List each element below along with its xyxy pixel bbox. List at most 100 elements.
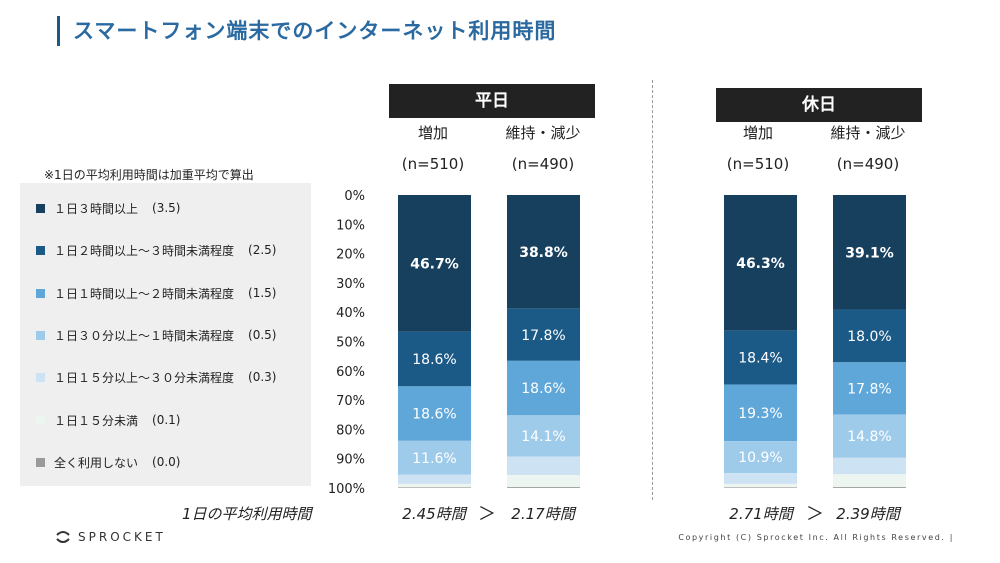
legend-item: １日３時間以上 (3.5) [36,199,180,217]
bar-segment [507,415,580,457]
average-value: 2.17時間 [511,505,575,523]
greater-than-sign: ＞ [806,504,824,525]
y-tick-label: 70% [336,394,365,409]
data-label: 46.7% [410,256,459,272]
column-label: 維持・減少 [505,124,581,142]
column-n: (n=490) [511,155,575,173]
data-label: 18.0% [847,329,891,345]
data-label: 17.8% [847,381,891,397]
bar-segment [398,440,471,475]
page-title: スマートフォン端末でのインターネット利用時間 [73,19,557,43]
y-tick-label: 30% [336,277,365,292]
data-label: 18.6% [412,352,456,368]
data-label: 18.4% [738,351,782,367]
bar-segment [398,195,471,332]
bar-segment [507,456,580,476]
average-value: 2.39時間 [836,505,900,523]
legend-label: １日１５分未満 [54,413,139,428]
bar-segment [398,386,471,441]
data-label: 46.3% [736,256,785,272]
legend-label: １日３０分以上～１時間未満程度 [54,328,235,343]
copyright-text: Copyright (C) Sprocket Inc. All Rights R… [678,533,954,542]
legend-label: 全く利用しない [54,455,139,470]
sprocket-logo-icon [56,531,70,543]
bar-segment [833,414,906,458]
logo-text: SPROCKET [78,530,166,544]
legend-weight: (0.1) [152,413,181,427]
bar-segment [398,474,471,484]
bar-segment [398,331,471,387]
column-n: (n=510) [401,155,465,173]
legend-item: １日１時間以上～２時間未満程度 (1.5) [36,284,276,302]
legend-weight: (3.5) [152,201,181,215]
bar-segment [724,441,797,474]
legend-weight: (0.0) [152,455,181,469]
weekday-header: 平日 [389,84,595,118]
legend-label: １日２時間以上～３時間未満程度 [54,243,235,258]
average-value: 2.45時間 [402,505,466,523]
average-row-label: 1日の平均利用時間 [182,505,312,523]
bar-segment [833,195,906,310]
y-tick-label: 100% [328,482,365,497]
data-label: 11.6% [412,451,456,467]
sprocket-logo: SPROCKET [54,528,166,546]
data-label: 38.8% [519,245,568,261]
bar-segment [724,330,797,385]
column-label: 増加 [417,124,448,142]
legend-swatch [36,288,45,298]
y-tick-label: 50% [336,336,365,351]
bar-segment [507,308,580,361]
y-tick-label: 10% [336,218,365,233]
legend-weight: (1.5) [248,286,277,300]
legend-swatch [36,415,45,425]
y-tick-label: 0% [344,189,365,204]
legend-item: 全く利用しない (0.0) [36,453,180,471]
legend-swatch [36,457,45,467]
y-tick-label: 20% [336,248,365,263]
column-label: 増加 [742,124,773,142]
y-tick-label: 80% [336,423,365,438]
bar-segment [833,474,906,488]
greater-than-sign: ＞ [478,504,496,525]
data-label: 17.8% [521,328,565,344]
bar-segment [507,360,580,416]
data-label: 39.1% [845,245,894,261]
legend-weight: (0.3) [248,370,277,384]
legend-swatch [36,245,45,255]
legend-label: １日１５分以上～３０分未満程度 [54,370,235,385]
bar-segment [833,457,906,475]
legend-weight: (0.5) [248,328,277,342]
bar-segment [833,309,906,363]
bar-segment [724,483,797,488]
bar-segment [398,487,471,488]
y-tick-label: 90% [336,453,365,468]
bar-segment [724,195,797,331]
y-tick-label: 40% [336,306,365,321]
legend-item: １日１５分以上～３０分未満程度 (0.3) [36,368,276,386]
bar-segment [724,384,797,442]
data-label: 14.8% [847,429,891,445]
column-label: 維持・減少 [830,124,906,142]
data-label: 19.3% [738,406,782,422]
title-accent-bar [57,16,60,46]
column-n: (n=490) [836,155,900,173]
legend-label: １日３時間以上 [54,201,139,216]
data-label: 10.9% [738,450,782,466]
column-n: (n=510) [726,155,790,173]
data-label: 18.6% [521,381,565,397]
bar-segment [724,487,797,488]
bar-segment [507,487,580,488]
legend: １日３時間以上 (3.5) １日２時間以上～３時間未満程度 (2.5) １日１時… [20,183,311,486]
legend-label: １日１時間以上～２時間未満程度 [54,286,235,301]
data-label: 18.6% [412,407,456,423]
y-tick-label: 60% [336,365,365,380]
legend-weight: (2.5) [248,243,277,257]
bar-segment [833,487,906,488]
bar-segment [507,475,580,488]
group-divider [652,80,653,500]
legend-item: １日３０分以上～１時間未満程度 (0.5) [36,326,276,344]
bar-segment [724,473,797,484]
legend-swatch [36,372,45,382]
legend-item: １日２時間以上～３時間未満程度 (2.5) [36,241,276,259]
